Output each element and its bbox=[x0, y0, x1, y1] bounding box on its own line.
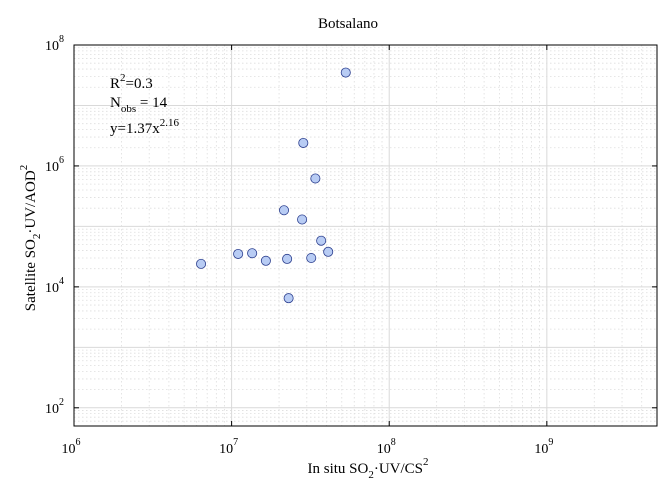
data-point bbox=[306, 253, 317, 264]
fit-equation-superscript: 2.16 bbox=[160, 117, 180, 129]
y-axis-label-superscript: 2 bbox=[18, 165, 30, 171]
x-tick-label: 107 bbox=[219, 437, 238, 457]
x-tick-label: 108 bbox=[377, 437, 396, 457]
ticks: 106 107 108 109 102 104 106 108 bbox=[45, 34, 657, 457]
y-axis-label-subscript: 2 bbox=[31, 234, 43, 240]
y-tick-label: 104 bbox=[45, 276, 64, 296]
data-point bbox=[283, 293, 294, 304]
points-layer bbox=[196, 67, 351, 304]
x-axis-label-base: In situ SO bbox=[307, 461, 368, 477]
data-point bbox=[323, 246, 334, 257]
n-obs-base: N bbox=[110, 95, 121, 111]
data-point bbox=[316, 235, 327, 246]
n-obs-value: = 14 bbox=[136, 95, 167, 111]
y-tick-label: 102 bbox=[45, 397, 64, 417]
y-axis-label: Satellite SO2·UV/AOD2 bbox=[18, 165, 43, 311]
data-point bbox=[279, 205, 290, 216]
data-point bbox=[310, 173, 321, 184]
x-axis-label-subscript: 2 bbox=[368, 469, 374, 481]
r-squared-annotation: R2=0.3 bbox=[110, 72, 153, 92]
data-point bbox=[247, 248, 258, 259]
y-axis-label-mid: ·UV/AOD bbox=[23, 170, 39, 233]
x-tick-label: 106 bbox=[62, 437, 81, 457]
data-point bbox=[297, 214, 308, 225]
n-obs-annotation: Nobs = 14 bbox=[110, 95, 168, 115]
x-tick-label: 109 bbox=[534, 437, 553, 457]
r-squared-value: =0.3 bbox=[126, 76, 153, 92]
y-axis-label-base: Satellite SO bbox=[23, 239, 39, 311]
fit-equation-base: y=1.37x bbox=[110, 121, 160, 137]
y-tick-label: 108 bbox=[45, 34, 64, 54]
data-point bbox=[196, 258, 207, 269]
fit-equation-annotation: y=1.37x2.16 bbox=[110, 117, 179, 137]
r-squared-superscript: 2 bbox=[120, 72, 126, 84]
y-tick-label: 106 bbox=[45, 155, 64, 175]
data-point bbox=[233, 248, 244, 259]
r-squared-base: R bbox=[110, 76, 120, 92]
data-point bbox=[260, 255, 271, 266]
chart-title: Botsalano bbox=[318, 16, 378, 32]
data-point bbox=[282, 253, 293, 264]
plot-frame bbox=[73, 44, 658, 427]
n-obs-subscript: obs bbox=[121, 103, 136, 115]
x-axis-label: In situ SO2·UV/CS2 bbox=[307, 456, 428, 481]
x-axis-label-superscript: 2 bbox=[423, 456, 429, 468]
data-point bbox=[340, 67, 351, 78]
data-point bbox=[298, 137, 309, 148]
x-axis-label-mid: ·UV/CS bbox=[374, 461, 423, 477]
